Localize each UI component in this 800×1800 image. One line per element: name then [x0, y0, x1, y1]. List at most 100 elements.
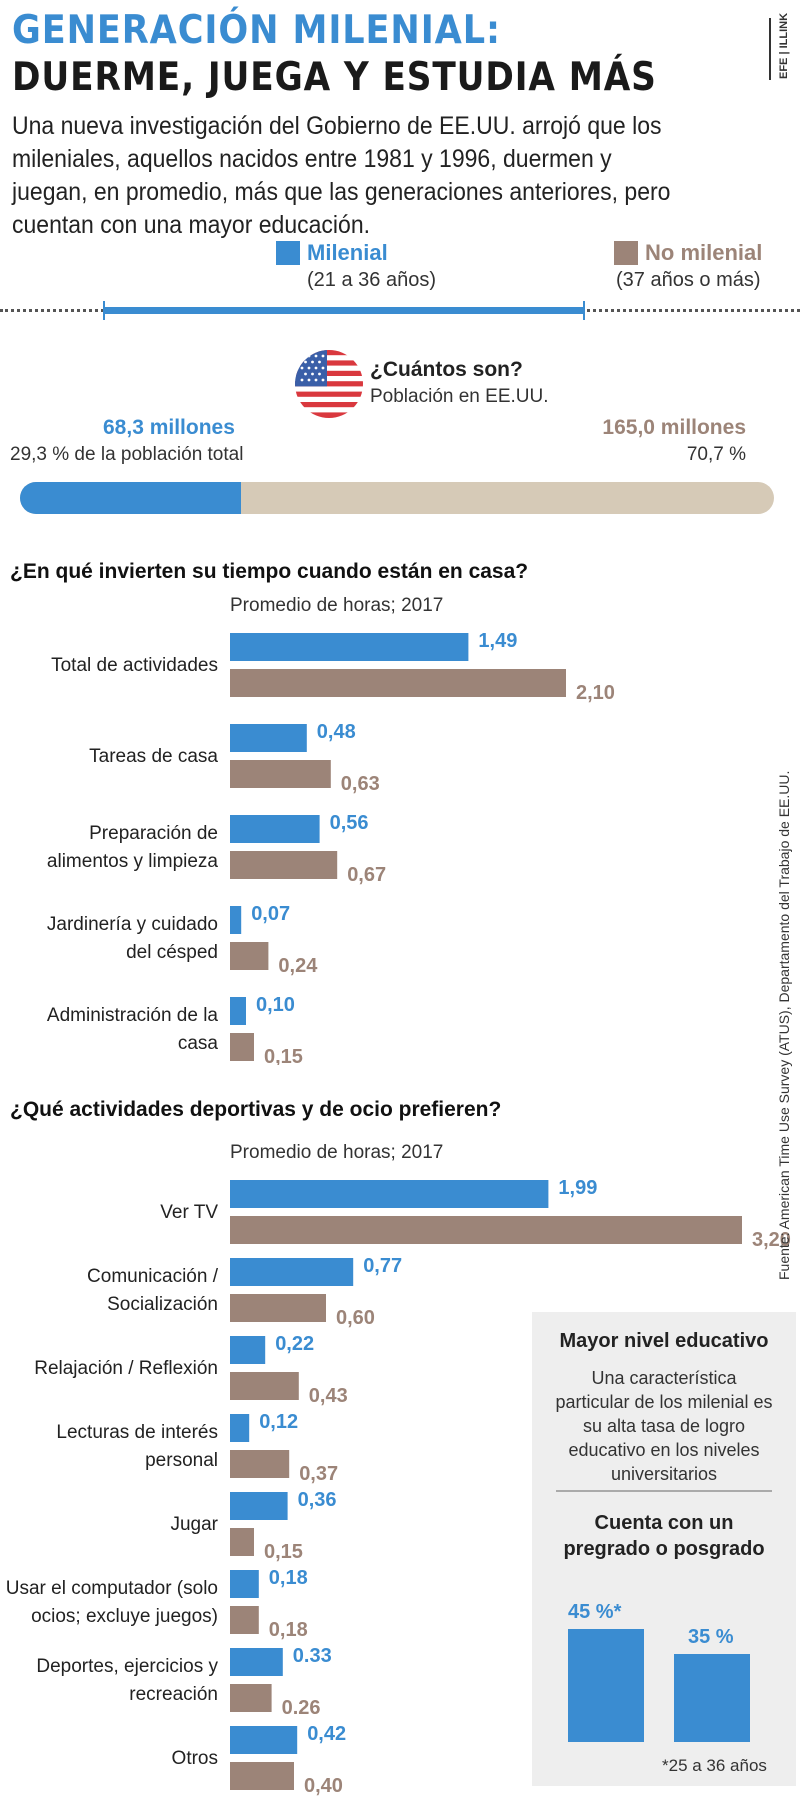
milenial-legend-range: (21 a 36 años)	[307, 269, 436, 291]
leisure-no-milenial-bar	[230, 1450, 290, 1478]
milenial-legend-label: Milenial	[307, 240, 388, 265]
population-question: ¿Cuántos son?	[370, 358, 523, 381]
education-chart-title: Cuenta con un pregrado o posgrado	[563, 1512, 765, 1560]
agency-logo: EFE | ILLINK	[769, 13, 790, 80]
leisure-no-milenial-value: 0,60	[336, 1307, 375, 1329]
leisure-category-label: Ver TV	[160, 1202, 218, 1223]
title-line-1: GENERACIÓN MILENIAL:	[12, 8, 501, 53]
leisure-milenial-bar	[230, 1492, 288, 1520]
home-time-no-milenial-bar	[230, 669, 566, 697]
leisure-no-milenial-bar	[230, 1606, 259, 1634]
us-flag-icon	[295, 350, 363, 418]
leisure-milenial-value: 0,22	[275, 1333, 314, 1355]
leisure-no-milenial-value: 0,40	[304, 1775, 343, 1797]
education-milenial-value: 45 %*	[568, 1600, 622, 1623]
leisure-no-milenial-bar	[230, 1372, 299, 1400]
leisure-milenial-bar	[230, 1570, 259, 1598]
home-time-category-label: Preparación de alimentos y limpieza	[47, 823, 218, 872]
leisure-no-milenial-value: 0,37	[299, 1463, 338, 1485]
home-time-no-milenial-bar	[230, 1033, 254, 1061]
leisure-chart-subtitle: Promedio de horas; 2017	[230, 1142, 444, 1163]
home-time-chart: Total de actividades 1,49 2,10 Tareas de ca…	[47, 630, 615, 1065]
education-no-milenial-value: 35 %	[688, 1626, 734, 1648]
leisure-milenial-value: 0,42	[307, 1723, 346, 1745]
leisure-no-milenial-bar	[230, 1762, 294, 1790]
education-milenial-bar	[568, 1628, 644, 1742]
home-time-category-label: Jardinería y cuidado del césped	[47, 914, 218, 963]
home-time-milenial-value: 0,10	[256, 994, 295, 1016]
intro-text: Una nueva investigación del Gobierno de …	[12, 112, 671, 239]
education-footnote: *25 a 36 años	[662, 1756, 767, 1775]
home-time-milenial-bar	[230, 815, 320, 843]
range-tick-left	[103, 301, 105, 320]
leisure-no-milenial-value: 0,43	[309, 1385, 348, 1407]
education-no-milenial-bar	[674, 1654, 750, 1742]
leisure-no-milenial-value: 0,15	[264, 1541, 303, 1563]
home-time-milenial-bar	[230, 633, 469, 661]
home-time-no-milenial-value: 0,24	[278, 955, 318, 977]
home-time-milenial-value: 0,07	[251, 903, 290, 925]
leisure-no-milenial-bar	[230, 1294, 326, 1322]
leisure-milenial-bar	[230, 1648, 283, 1676]
home-time-no-milenial-bar	[230, 942, 269, 970]
agency-text: EFE | ILLINK	[778, 12, 790, 79]
no-milenial-population-value: 165,0 millones	[602, 416, 746, 439]
no-milenial-legend-range: (37 años o más)	[616, 269, 761, 291]
home-time-milenial-bar	[230, 724, 307, 752]
leisure-milenial-bar	[230, 1336, 266, 1364]
leisure-category-label: Relajación / Reflexión	[34, 1358, 218, 1379]
leisure-milenial-value: 0,77	[363, 1255, 402, 1277]
home-time-milenial-bar	[230, 997, 246, 1025]
leisure-milenial-value: 1,99	[558, 1177, 597, 1199]
milenial-range-line	[104, 307, 584, 314]
home-time-category-label: Administración de la casa	[47, 1005, 219, 1054]
leisure-milenial-bar	[230, 1258, 354, 1286]
leisure-category-label: Usar el computador (solo ocios; excluye j…	[6, 1578, 218, 1627]
milenial-population-value: 68,3 millones	[103, 416, 235, 439]
leisure-no-milenial-bar	[230, 1216, 742, 1244]
education-description: Una característica particular de los mil…	[555, 1368, 773, 1484]
leisure-milenial-value: 0,12	[259, 1411, 298, 1433]
leisure-milenial-value: 0.33	[293, 1645, 332, 1667]
leisure-no-milenial-bar	[230, 1684, 272, 1712]
population-subtitle: Población en EE.UU.	[370, 386, 549, 407]
leisure-milenial-value: 0,36	[298, 1489, 337, 1511]
home-time-chart-subtitle: Promedio de horas; 2017	[230, 595, 444, 616]
leisure-no-milenial-value: 0,18	[269, 1619, 308, 1641]
leisure-category-label: Comunicación / Socialización	[87, 1266, 219, 1315]
home-time-no-milenial-value: 0,15	[264, 1046, 303, 1065]
education-title: Mayor nivel educativo	[559, 1330, 769, 1352]
range-tick-right	[583, 301, 585, 320]
leisure-chart-title: ¿Qué actividades deportivas y de ocio pr…	[10, 1098, 502, 1121]
no-milenial-population-share: 70,7 %	[686, 444, 746, 465]
home-time-milenial-value: 1,49	[478, 630, 517, 652]
leisure-milenial-bar	[230, 1726, 298, 1754]
home-time-milenial-value: 0,56	[330, 812, 369, 834]
milenial-legend-swatch	[276, 241, 300, 265]
home-time-no-milenial-value: 0,63	[341, 773, 380, 795]
title-line-2: DUERME, JUEGA Y ESTUDIA MÁS	[12, 55, 657, 100]
home-time-no-milenial-bar	[230, 760, 331, 788]
education-panel: Mayor nivel educativo Una característica…	[532, 1312, 796, 1786]
leisure-milenial-bar	[230, 1414, 250, 1442]
leisure-chart: Ver TV 1,99 3,20 Comunicación / Socializació…	[6, 1177, 791, 1797]
leisure-category-label: Otros	[172, 1748, 218, 1769]
home-time-category-label: Tareas de casa	[89, 746, 218, 767]
education-divider	[556, 1490, 772, 1492]
no-milenial-legend-label: No milenial	[645, 240, 763, 265]
leisure-category-label: Jugar	[170, 1514, 218, 1535]
leisure-no-milenial-value: 0.26	[282, 1697, 321, 1719]
population-bar-track	[20, 482, 774, 514]
leisure-no-milenial-bar	[230, 1528, 254, 1556]
leisure-milenial-value: 0,18	[269, 1567, 308, 1589]
leisure-milenial-bar	[230, 1180, 549, 1208]
home-time-no-milenial-value: 0,67	[347, 864, 386, 886]
home-time-no-milenial-bar	[230, 851, 338, 879]
home-time-category-label: Total de actividades	[51, 655, 218, 676]
leisure-category-label: Deportes, ejercicios y recreación	[36, 1656, 218, 1705]
source-note: Fuente: American Time Use Survey (ATUS),…	[776, 770, 792, 1280]
home-time-milenial-value: 0,48	[317, 721, 356, 743]
population-bar-milenial-fill	[20, 482, 241, 514]
leisure-no-milenial-value: 3,20	[752, 1229, 791, 1251]
no-milenial-legend-swatch	[614, 241, 638, 265]
